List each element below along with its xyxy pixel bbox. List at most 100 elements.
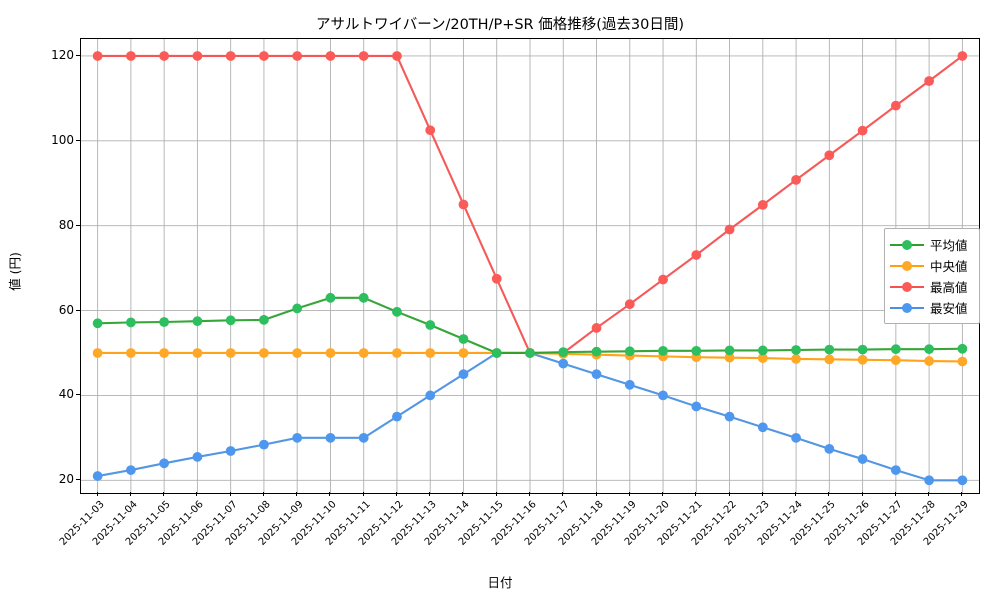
x-axis-tick: [196, 492, 198, 496]
x-axis-tick: [96, 492, 98, 496]
data-point-marker: [159, 348, 170, 358]
data-point-marker: [791, 354, 801, 364]
data-point-marker: [125, 51, 136, 61]
x-axis-tick: [894, 492, 896, 496]
data-point-marker: [924, 356, 935, 366]
data-point-marker: [92, 471, 103, 481]
plot-canvas: [81, 39, 979, 493]
legend-label: 最安値: [930, 301, 968, 316]
data-point-marker: [757, 345, 768, 356]
data-point-marker: [525, 348, 535, 358]
y-axis-tick: [76, 139, 80, 141]
x-axis-tick: [728, 492, 730, 496]
data-point-marker: [857, 125, 868, 136]
data-point-marker: [824, 344, 835, 355]
x-axis-tick: [262, 492, 264, 496]
data-point-marker: [192, 452, 203, 462]
x-axis-tick: [828, 492, 830, 496]
data-point-marker: [392, 51, 402, 61]
chart-legend: 平均値中央値最高値最安値: [884, 228, 980, 324]
x-axis-tick: [329, 492, 331, 496]
legend-item-最高値[interactable]: 最高値: [890, 276, 973, 297]
data-point-marker: [192, 51, 203, 61]
data-point-marker: [225, 348, 236, 358]
data-point-marker: [458, 334, 469, 344]
data-point-marker: [658, 274, 668, 285]
data-point-marker: [392, 348, 402, 358]
x-axis-tick: [595, 492, 597, 496]
data-point-marker: [824, 443, 835, 454]
data-point-marker: [957, 51, 968, 61]
data-point-marker: [292, 303, 303, 314]
data-point-marker: [890, 344, 901, 355]
data-point-marker: [558, 347, 569, 358]
x-axis-tick: [961, 492, 963, 496]
data-point-marker: [192, 348, 203, 358]
data-point-marker: [159, 458, 170, 469]
data-point-marker: [824, 150, 835, 161]
y-axis-tick: [76, 309, 80, 311]
data-point-marker: [757, 422, 768, 433]
data-point-marker: [857, 454, 868, 464]
data-point-marker: [425, 348, 436, 358]
data-point-marker: [724, 224, 735, 235]
legend-item-最安値[interactable]: 最安値: [890, 297, 973, 318]
data-point-marker: [658, 390, 668, 401]
x-axis-tick: [129, 492, 131, 496]
y-axis-tick: [76, 479, 80, 481]
y-axis-tick: [76, 394, 80, 396]
data-point-marker: [358, 51, 369, 61]
data-point-marker: [358, 348, 369, 358]
y-axis-tick: [76, 54, 80, 56]
data-point-marker: [159, 51, 170, 61]
data-point-marker: [890, 355, 901, 366]
data-point-marker: [857, 354, 868, 365]
data-point-marker: [458, 369, 469, 380]
data-point-marker: [392, 306, 402, 317]
x-axis-tick: [495, 492, 497, 496]
y-tick-label: 120: [51, 47, 74, 62]
legend-marker-icon: [890, 280, 924, 294]
data-point-marker: [292, 348, 303, 358]
data-point-marker: [292, 51, 303, 61]
data-point-marker: [724, 411, 735, 422]
data-point-marker: [691, 250, 702, 260]
data-point-marker: [92, 318, 103, 329]
data-point-marker: [225, 446, 236, 456]
legend-label: 平均値: [930, 238, 968, 253]
y-tick-label: 80: [58, 217, 74, 232]
x-axis-tick: [529, 492, 530, 496]
data-point-marker: [957, 343, 968, 354]
data-point-marker: [724, 345, 735, 356]
data-point-marker: [125, 317, 136, 328]
data-point-marker: [225, 51, 236, 61]
x-axis-tick: [928, 492, 930, 496]
x-axis-tick: [795, 492, 797, 496]
legend-marker-icon: [890, 238, 924, 252]
data-point-marker: [491, 348, 502, 358]
data-point-marker: [259, 314, 269, 325]
data-point-marker: [824, 354, 835, 365]
x-axis-label: 日付: [487, 575, 513, 590]
x-axis-tick: [462, 492, 464, 496]
data-point-marker: [624, 299, 635, 310]
data-point-marker: [92, 51, 103, 61]
legend-item-中央値[interactable]: 中央値: [890, 255, 973, 276]
data-point-marker: [890, 465, 901, 475]
data-point-marker: [791, 345, 801, 355]
data-point-marker: [957, 475, 968, 486]
data-point-marker: [624, 379, 635, 390]
x-axis-tick: [562, 492, 564, 496]
data-point-marker: [425, 125, 436, 136]
data-point-marker: [491, 273, 502, 284]
legend-item-平均値[interactable]: 平均値: [890, 234, 973, 255]
data-point-marker: [192, 316, 203, 327]
data-point-marker: [890, 100, 901, 111]
data-point-marker: [591, 323, 602, 333]
data-point-marker: [924, 76, 935, 86]
x-axis-tick: [695, 492, 697, 496]
data-point-marker: [624, 346, 635, 357]
data-point-marker: [325, 51, 336, 61]
legend-label: 最高値: [930, 280, 968, 295]
data-point-marker: [292, 432, 303, 443]
